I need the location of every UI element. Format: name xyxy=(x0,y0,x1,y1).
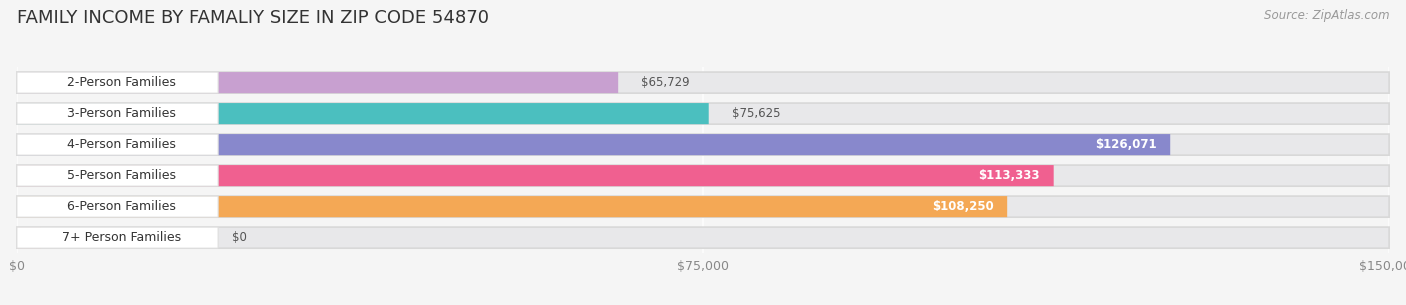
FancyBboxPatch shape xyxy=(17,196,1007,217)
FancyBboxPatch shape xyxy=(17,103,1389,124)
Text: $75,625: $75,625 xyxy=(731,107,780,120)
FancyBboxPatch shape xyxy=(17,165,218,186)
FancyBboxPatch shape xyxy=(17,72,218,93)
Text: $108,250: $108,250 xyxy=(932,200,994,213)
FancyBboxPatch shape xyxy=(17,165,1053,186)
Text: 7+ Person Families: 7+ Person Families xyxy=(62,231,181,244)
Text: $65,729: $65,729 xyxy=(641,76,690,89)
Text: 3-Person Families: 3-Person Families xyxy=(67,107,176,120)
FancyBboxPatch shape xyxy=(17,134,1389,155)
FancyBboxPatch shape xyxy=(17,134,1170,155)
FancyBboxPatch shape xyxy=(17,103,709,124)
Text: $0: $0 xyxy=(232,231,246,244)
Text: 6-Person Families: 6-Person Families xyxy=(67,200,176,213)
FancyBboxPatch shape xyxy=(17,196,1389,217)
FancyBboxPatch shape xyxy=(17,196,218,217)
FancyBboxPatch shape xyxy=(17,227,218,248)
FancyBboxPatch shape xyxy=(17,134,218,155)
FancyBboxPatch shape xyxy=(17,72,619,93)
FancyBboxPatch shape xyxy=(17,165,1389,186)
Text: 2-Person Families: 2-Person Families xyxy=(67,76,176,89)
Text: Source: ZipAtlas.com: Source: ZipAtlas.com xyxy=(1264,9,1389,22)
Text: 4-Person Families: 4-Person Families xyxy=(67,138,176,151)
Text: $113,333: $113,333 xyxy=(979,169,1040,182)
FancyBboxPatch shape xyxy=(17,103,218,124)
FancyBboxPatch shape xyxy=(17,227,41,248)
FancyBboxPatch shape xyxy=(17,227,1389,248)
Text: $126,071: $126,071 xyxy=(1095,138,1157,151)
FancyBboxPatch shape xyxy=(17,72,1389,93)
Text: 5-Person Families: 5-Person Families xyxy=(67,169,176,182)
Text: FAMILY INCOME BY FAMALIY SIZE IN ZIP CODE 54870: FAMILY INCOME BY FAMALIY SIZE IN ZIP COD… xyxy=(17,9,489,27)
